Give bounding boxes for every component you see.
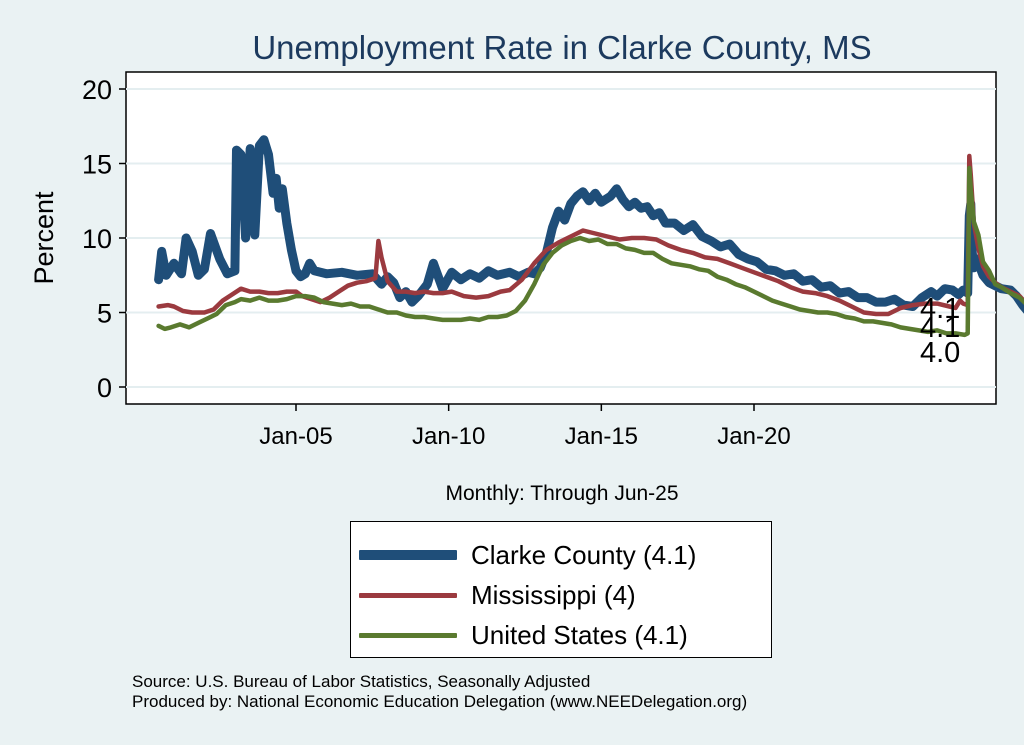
- end-labels: 4.14.14.0: [920, 293, 960, 369]
- legend-label: Clarke County (4.1): [471, 539, 697, 570]
- legend-swatch: [359, 632, 457, 638]
- y-tick-label: 15: [82, 150, 112, 180]
- legend-item-mississippi: Mississippi (4): [359, 578, 636, 612]
- source-line: Source: U.S. Bureau of Labor Statistics,…: [132, 672, 591, 691]
- end-label-united-states: 4.1: [920, 312, 960, 344]
- legend-label: United States (4.1): [471, 619, 688, 650]
- y-axis: 0 5 10 15 20: [82, 75, 126, 403]
- series-line-united-states: [156, 165, 1024, 338]
- legend-swatch: [359, 550, 457, 560]
- y-tick-label: 5: [97, 299, 112, 329]
- y-tick-label: 10: [82, 224, 112, 254]
- x-tick-label: Jan-10: [412, 423, 485, 450]
- y-tick-label: 0: [97, 373, 112, 403]
- legend-label: Mississippi (4): [471, 579, 636, 610]
- legend-swatch: [359, 592, 457, 598]
- legend: Clarke County (4.1) Mississippi (4) Unit…: [350, 521, 772, 658]
- x-axis: Jan-05 Jan-10 Jan-15 Jan-20: [259, 404, 791, 450]
- y-axis-label: Percent: [29, 191, 59, 285]
- producer-line: Produced by: National Economic Education…: [132, 692, 748, 711]
- x-tick-label: Jan-05: [259, 423, 332, 450]
- x-tick-label: Jan-15: [565, 423, 638, 450]
- end-label-clarke-county: 4.1: [920, 293, 960, 325]
- series-group: [154, 135, 1024, 338]
- legend-item-clarke-county: Clarke County (4.1): [359, 538, 696, 572]
- source-note: Source: U.S. Bureau of Labor Statistics,…: [132, 672, 747, 712]
- chart-title: Unemployment Rate in Clarke County, MS: [252, 29, 871, 66]
- end-label-mississippi: 4.0: [920, 337, 960, 369]
- y-tick-label: 20: [82, 75, 112, 105]
- x-axis-label: Monthly: Through Jun-25: [445, 482, 679, 505]
- x-tick-label: Jan-20: [717, 423, 790, 450]
- legend-item-united-states: United States (4.1): [359, 618, 688, 652]
